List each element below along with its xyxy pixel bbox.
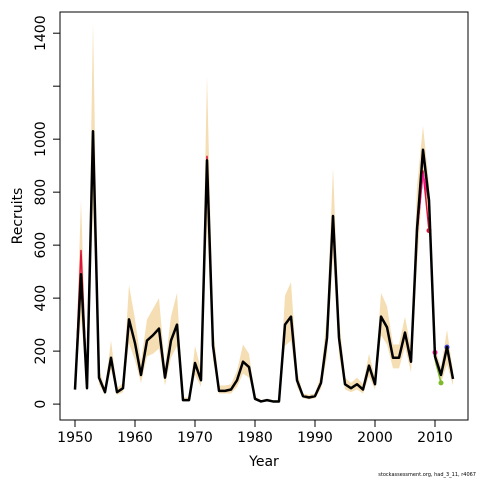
footnote: stockassessment.org, had_3_11, r4067 (378, 472, 476, 478)
x-tick-label: 1970 (177, 430, 213, 446)
x-tick-label: 1990 (297, 430, 333, 446)
x-tick-label: 1980 (237, 430, 273, 446)
y-tick-label: 200 (33, 338, 49, 365)
y-tick-label: 1400 (33, 15, 49, 51)
y-tick-label: 600 (33, 232, 49, 259)
x-tick-label: 1950 (57, 430, 93, 446)
y-tick-label: 400 (33, 285, 49, 312)
y-tick-label: 800 (33, 179, 49, 206)
series-line (73, 129, 455, 403)
plot-frame (59, 11, 469, 421)
y-axis-label: Recruits (10, 188, 26, 245)
end-point (438, 380, 444, 386)
x-tick-label: 2010 (417, 430, 453, 446)
x-tick-label: 1960 (117, 430, 153, 446)
x-tick-label: 2000 (357, 430, 393, 446)
x-axis-label: Year (248, 454, 279, 470)
y-tick-label: 1000 (33, 121, 49, 157)
confidence-band (75, 22, 453, 403)
y-tick-label: 0 (33, 400, 49, 409)
